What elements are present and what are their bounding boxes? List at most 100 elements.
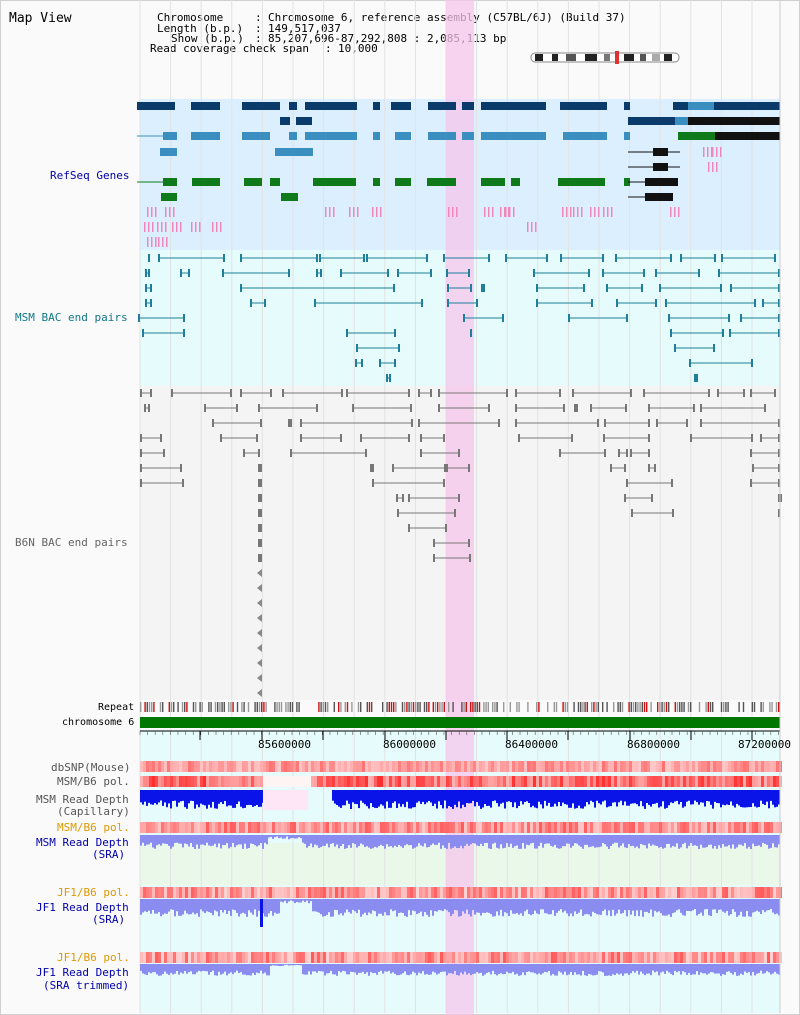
repeat-mark [712,702,714,712]
b6n-bac-pairs[interactable] [140,389,782,697]
gene-feature [395,178,411,186]
heat-cell [425,952,428,963]
b6n-bac-track-label[interactable]: B6N BAC end pairs [15,536,128,549]
heat-cell [662,776,665,787]
heat-cell [233,776,236,787]
msm-b6-pol-track-1[interactable] [140,776,782,787]
coverage-value: 10,000 [338,42,378,55]
heat-cell [200,761,203,772]
refseq-gene-features[interactable] [137,102,780,247]
depth-bar [348,835,350,846]
msm-bac-track-label[interactable]: MSM BAC end pairs [15,311,128,324]
repeat-mark [254,702,256,712]
msm-b6-pol-track-2[interactable] [140,822,782,833]
depth-bar [392,964,394,973]
gene-feature [511,178,520,186]
depth-bar [536,964,538,975]
repeat-mark [423,702,426,712]
depth-bar [456,964,458,975]
depth-bar [756,835,758,846]
heat-cell [470,776,473,787]
depth-bar [738,790,740,806]
depth-bar [430,790,432,803]
heat-cell [239,761,242,772]
depth-bar [320,964,322,972]
depth-bar [308,964,310,972]
depth-bar [208,899,210,913]
heat-cell [593,822,596,833]
depth-bar [754,835,756,847]
heat-cell [713,952,716,963]
heat-cell [335,776,338,787]
depth-bar [432,899,434,916]
depth-bar [462,964,464,975]
jf1-sra-trimmed-depth-track[interactable] [140,964,780,976]
heat-cell [590,887,593,898]
heat-cell [518,761,521,772]
msm-capillary-depth-track[interactable] [140,790,780,810]
repeat-track[interactable] [140,702,780,712]
heat-cell [581,761,584,772]
heat-cell [209,822,212,833]
repeat-mark [665,702,668,712]
depth-bar [480,790,482,809]
heat-cell [407,822,410,833]
depth-bar [744,835,746,844]
msm-bac-pairs[interactable] [138,254,780,382]
msm-sra-depth-track[interactable] [140,835,780,849]
heat-cell [659,887,662,898]
heat-cell [674,776,677,787]
depth-bar [524,964,526,976]
depth-bar [384,964,386,972]
depth-bar [458,835,460,848]
depth-bar [608,835,610,849]
bac-end-marker [158,254,160,262]
heat-cell [419,822,422,833]
depth-bar [666,835,668,844]
heat-cell [617,822,620,833]
heat-cell [722,822,725,833]
heat-cell [596,952,599,963]
heat-cell [449,887,452,898]
heat-cell [242,822,245,833]
depth-bar [318,899,320,913]
repeat-mark [289,702,291,712]
heat-cell [398,887,401,898]
heat-cell [215,887,218,898]
heat-cell [182,822,185,833]
heat-cell [290,952,293,963]
depth-bar [556,964,558,976]
heat-cell [671,761,674,772]
depth-bar [606,835,608,847]
depth-bar [614,964,616,975]
heat-cell [179,887,182,898]
chromosome-bar[interactable] [140,717,780,728]
depth-bar [778,899,780,916]
dbsnp-track[interactable] [140,761,782,772]
jf1-sra-depth-track[interactable] [140,899,780,927]
jf1-b6-pol-track-1[interactable] [140,887,782,898]
heat-cell [692,761,695,772]
depth-bar [458,790,460,802]
heat-cell [197,822,200,833]
gene-tick [611,207,613,217]
bac-end-marker [656,419,658,427]
selection-highlight[interactable] [446,0,474,1015]
depth-bar [670,835,672,848]
depth-bar [326,899,328,915]
depth-bar [150,899,152,914]
jf1-b6-pol-track-2[interactable] [140,952,782,963]
bac-end-marker [397,269,399,277]
depth-bar [160,964,162,976]
heat-cell [614,761,617,772]
depth-bar [776,835,778,848]
bac-end-marker [366,254,368,262]
gene-feature [481,178,505,186]
chromosome-ideogram[interactable] [530,51,680,64]
heat-cell [707,761,710,772]
heat-cell [767,776,770,787]
refseq-track-label[interactable]: RefSeq Genes [50,169,130,182]
heat-cell [728,822,731,833]
depth-bar [650,790,652,807]
